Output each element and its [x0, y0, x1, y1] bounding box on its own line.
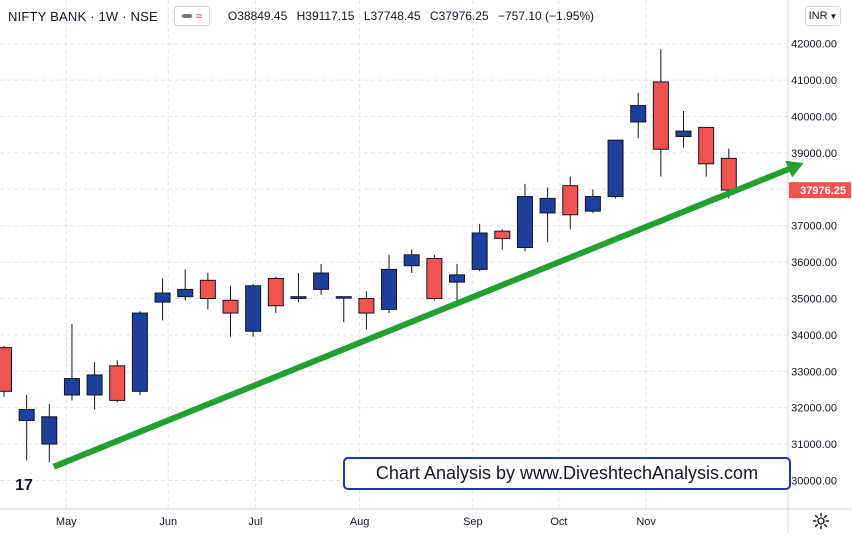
high-value: 39117.15	[305, 9, 355, 23]
eye-dot	[181, 14, 192, 18]
eye-wave: ≈	[195, 9, 203, 23]
y-tick-label: 32000.00	[791, 403, 837, 415]
x-tick-label: May	[56, 516, 77, 528]
candle-body	[381, 268, 398, 310]
x-tick-label: Aug	[350, 516, 370, 528]
tradingview-logo[interactable]: 17	[10, 475, 38, 497]
y-tick-label: 37000.00	[791, 221, 837, 233]
ohlc-readout: O38849.45 H39117.15 L37748.45 C37976.25 …	[228, 9, 594, 23]
y-tick-label: 36000.00	[791, 257, 837, 269]
x-tick-label: Nov	[636, 516, 656, 528]
candle-body	[313, 272, 330, 290]
close-value: 37976.25	[438, 9, 489, 23]
candle-body	[675, 130, 692, 138]
gear-icon[interactable]	[812, 512, 830, 530]
x-tick-label: Jun	[159, 516, 177, 528]
trendline-arrowhead	[785, 160, 804, 178]
y-tick-label: 35000.00	[791, 294, 837, 306]
currency-label: INR	[808, 10, 828, 22]
candle-body	[18, 409, 35, 421]
last-price-badge	[789, 182, 851, 199]
candle-body	[607, 139, 624, 198]
y-tick-label: 31000.00	[791, 439, 837, 451]
candle-body	[222, 299, 239, 314]
candle-body	[290, 296, 307, 299]
y-tick-label: 30000.00	[791, 476, 837, 488]
candle-body	[584, 196, 601, 212]
candle-body	[720, 157, 737, 191]
candle-body	[426, 257, 443, 299]
chevron-down-icon: ▼	[829, 11, 838, 21]
low-label: L	[363, 9, 371, 23]
candle-body	[86, 374, 103, 396]
candle-body	[177, 288, 194, 298]
x-tick-label: Oct	[550, 516, 567, 528]
candle-body	[109, 365, 126, 401]
candle-body	[471, 232, 488, 270]
x-tick-label: Jul	[248, 516, 262, 528]
close-label: C	[429, 9, 439, 23]
candle-body	[245, 285, 262, 332]
candle-body	[652, 81, 669, 150]
candle-body	[494, 230, 511, 239]
candle-body	[698, 126, 715, 165]
candle-body	[539, 197, 556, 214]
candle-body	[358, 298, 375, 314]
y-tick-label: 41000.00	[791, 75, 837, 87]
candle-body	[516, 196, 533, 249]
y-tick-label: 42000.00	[791, 39, 837, 51]
candle-body	[131, 312, 148, 392]
candle-body	[335, 296, 352, 299]
currency-selector[interactable]: INR ▼	[805, 6, 841, 26]
candle-body	[63, 378, 80, 396]
chart-header: NIFTY BANK · 1W · NSE ≈ O38849.45 H39117…	[8, 6, 594, 26]
low-value: 37748.45	[370, 9, 421, 23]
candle-body	[0, 347, 12, 392]
high-label: H	[296, 9, 306, 23]
candle-body	[403, 254, 420, 267]
y-tick-label: 39000.00	[791, 148, 837, 160]
candle-body	[199, 279, 216, 299]
candle-body	[449, 274, 465, 283]
logo-text: 17	[15, 477, 33, 494]
y-tick-label: 33000.00	[791, 366, 837, 378]
y-tick-label: 34000.00	[791, 330, 837, 342]
eye-icon[interactable]: ≈	[173, 6, 210, 26]
candle-body	[562, 185, 579, 216]
candle-body	[630, 105, 647, 123]
y-tick-label: 40000.00	[791, 112, 837, 124]
trendline	[52, 166, 790, 470]
candle-body	[154, 292, 171, 303]
last-price-label: 37976.25	[800, 185, 846, 197]
x-tick-label: Sep	[463, 516, 483, 528]
watermark-banner: Chart Analysis by www.DiveshtechAnalysis…	[343, 457, 791, 490]
candle-body	[41, 416, 58, 445]
candle-body	[267, 277, 284, 307]
open-label: O	[227, 9, 238, 23]
watermark-text: Chart Analysis by www.DiveshtechAnalysis…	[375, 463, 759, 483]
change-value: −757.10 (−1.95%)	[497, 9, 595, 23]
symbol-title[interactable]: NIFTY BANK · 1W · NSE	[8, 8, 158, 24]
open-value: 38849.45	[237, 9, 288, 23]
